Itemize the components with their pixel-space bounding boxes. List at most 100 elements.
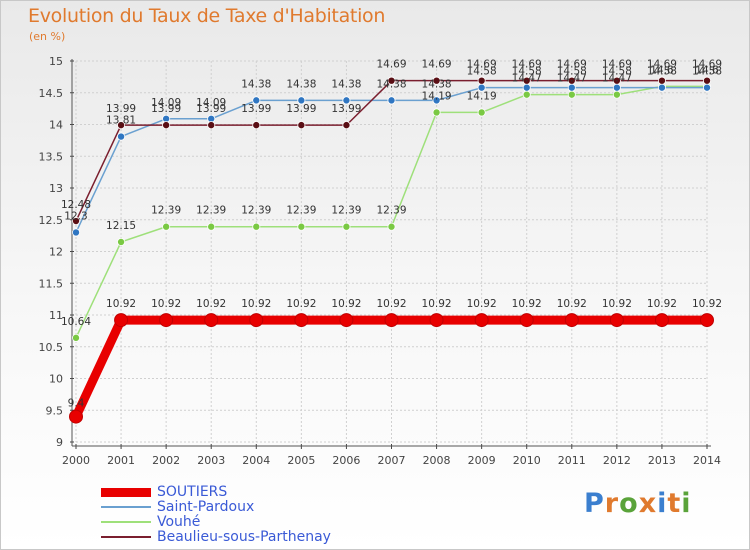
data-point (117, 237, 126, 246)
data-label: 14.69 (422, 59, 452, 71)
data-label: 14.69 (692, 59, 722, 71)
data-point (72, 333, 81, 342)
y-tick-label: 9 (56, 436, 63, 449)
data-labels: 9.4 10.92 10.92 10.92 10.92 10.92 10.92 10.92 10… (61, 59, 722, 410)
data-label: 14.58 (647, 66, 677, 78)
logo-letter: P (584, 488, 605, 519)
data-label: 14.19 (422, 90, 452, 102)
data-point (252, 121, 261, 130)
legend-swatch (101, 506, 151, 508)
data-label: 14.58 (692, 66, 722, 78)
data-point (342, 96, 351, 105)
data-point (252, 96, 261, 105)
data-point (522, 76, 531, 85)
data-label: 14.38 (331, 78, 361, 90)
data-label: 10.92 (241, 298, 271, 310)
data-point (117, 132, 126, 141)
data-label: 12.39 (151, 205, 181, 217)
y-tick-label: 14 (49, 119, 63, 132)
chart-title: Evolution du Taux de Taxe d'Habitation (28, 5, 386, 27)
data-label: 14.47 (512, 73, 542, 85)
data-label: 14.58 (512, 66, 542, 78)
y-tick-label: 11 (49, 309, 63, 322)
data-point (612, 76, 621, 85)
legend-label: SOUTIERS (157, 484, 228, 500)
data-label: 12.3 (64, 210, 87, 222)
legend-label: Vouhé (157, 514, 201, 530)
x-tick-labels: 2000 2001 2002 2003 2004 2005 2006 2007 2008 2009… (62, 454, 721, 467)
data-label: 14.38 (241, 78, 271, 90)
data-point (117, 121, 126, 130)
data-point (654, 313, 669, 328)
legend-swatch (101, 487, 151, 497)
data-point (162, 121, 171, 130)
y-tick-label: 14.5 (39, 87, 64, 100)
data-label: 13.99 (286, 103, 316, 115)
data-point (249, 313, 264, 328)
logo-letter: r (604, 488, 620, 519)
logo-letter: x (638, 488, 658, 519)
data-label: 14.09 (151, 97, 181, 109)
data-label: 10.92 (467, 298, 497, 310)
legend-label: Beaulieu-sous-Parthenay (157, 529, 331, 545)
legend-swatch (101, 536, 151, 538)
data-point (72, 217, 81, 226)
data-point (567, 83, 576, 92)
data-point (477, 108, 486, 117)
x-tick-label: 2005 (287, 454, 315, 467)
data-point (69, 409, 83, 424)
data-label: 14.6 (650, 64, 674, 76)
proxiti-logo: Proxiti (584, 488, 692, 519)
data-point (522, 83, 531, 92)
data-point (297, 121, 306, 130)
x-tick-label: 2012 (603, 454, 631, 467)
x-tick-label: 2002 (152, 454, 180, 467)
data-point (567, 76, 576, 85)
data-label: 12.39 (286, 205, 316, 217)
y-tick-label: 13.5 (39, 150, 64, 163)
data-point (387, 222, 396, 231)
y-tick-label: 10 (49, 373, 63, 386)
data-point (477, 76, 486, 85)
y-tick-label: 11.5 (39, 277, 64, 290)
x-tick-label: 2001 (107, 454, 135, 467)
series-points (69, 76, 714, 424)
data-label: 9.4 (68, 398, 85, 410)
data-point (387, 96, 396, 105)
data-point (72, 228, 81, 237)
data-label: 10.92 (151, 298, 181, 310)
data-point (432, 96, 441, 105)
data-label: 10.92 (512, 298, 542, 310)
y-tick-labels: 9 9.5 10 10.5 11 11.5 12 12.5 13 13.5 14 14.5 15 (39, 55, 64, 449)
data-label: 10.92 (196, 298, 226, 310)
data-label: 14.19 (467, 90, 497, 102)
data-point (612, 83, 621, 92)
data-label: 14.38 (422, 78, 452, 90)
data-label: 10.64 (61, 316, 91, 328)
data-point (387, 76, 396, 85)
data-point (207, 222, 216, 231)
data-label: 12.39 (376, 205, 406, 217)
data-point (384, 313, 399, 328)
logo-letter: o (619, 488, 639, 519)
chart-unit-label: (en %) (29, 30, 66, 43)
y-tick-label: 10.5 (39, 341, 64, 354)
data-label: 13.99 (196, 103, 226, 115)
data-label: 14.09 (196, 97, 226, 109)
data-label: 10.92 (647, 298, 677, 310)
y-tick-label: 12.5 (39, 214, 64, 227)
data-point (162, 222, 171, 231)
data-label: 12.15 (106, 220, 136, 232)
data-label: 14.69 (557, 59, 587, 71)
data-label: 14.69 (647, 59, 677, 71)
data-label: 14.69 (602, 59, 632, 71)
logo-letter: i (657, 488, 668, 519)
data-label: 14.6 (695, 64, 719, 76)
logo-letter: i (681, 488, 692, 519)
data-point (294, 313, 309, 328)
y-tick-label: 15 (49, 55, 63, 68)
data-point (612, 90, 621, 99)
data-label: 14.38 (376, 78, 406, 90)
